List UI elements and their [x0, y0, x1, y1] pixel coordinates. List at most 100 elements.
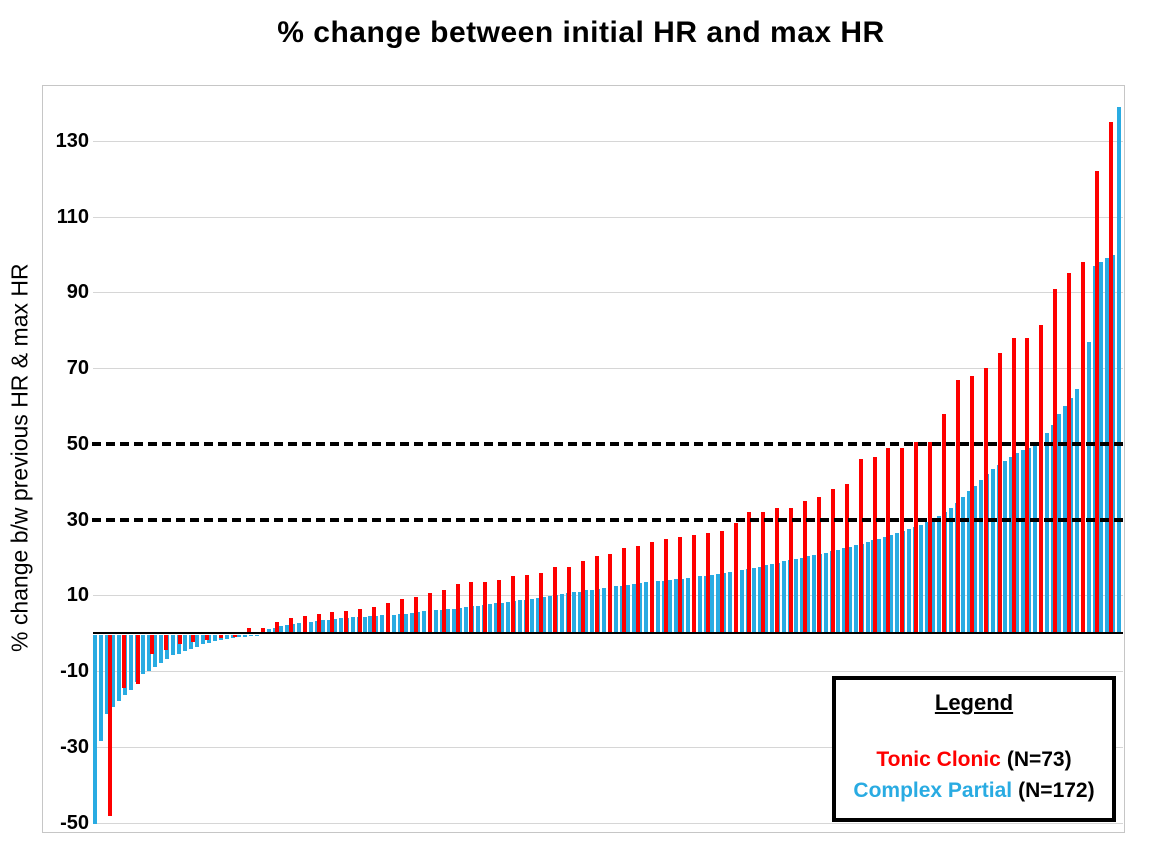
bar-complex-partial — [158, 634, 163, 664]
bar-tonic-clonic — [427, 593, 432, 634]
bar-complex-partial — [667, 580, 672, 634]
bar-tonic-clonic — [1067, 273, 1072, 634]
bar-complex-partial — [99, 634, 103, 741]
chart-title: % change between initial HR and max HR — [277, 16, 885, 49]
bar-complex-partial — [949, 508, 954, 634]
bar-complex-partial — [488, 604, 493, 634]
bar-complex-partial — [1116, 106, 1121, 634]
bar-tonic-clonic — [511, 576, 516, 634]
bar-tonic-clonic — [344, 610, 349, 634]
bar-tonic-clonic — [205, 634, 210, 641]
zero-axis-line — [93, 632, 1123, 635]
bar-complex-partial — [1057, 413, 1062, 634]
bar-complex-partial — [937, 515, 942, 634]
y-tick-label: 110 — [56, 205, 89, 228]
bar-complex-partial — [967, 491, 972, 634]
bar-tonic-clonic — [733, 523, 738, 634]
bar-complex-partial — [212, 634, 217, 642]
bar-tonic-clonic — [969, 375, 974, 634]
bar-tonic-clonic — [747, 512, 752, 634]
bar-tonic-clonic — [803, 500, 807, 634]
bar-complex-partial — [961, 496, 966, 634]
bar-tonic-clonic — [997, 353, 1002, 634]
bar-complex-partial — [572, 592, 576, 634]
bar-tonic-clonic — [1053, 288, 1058, 634]
bar-complex-partial — [117, 634, 121, 701]
bar-complex-partial — [823, 552, 828, 634]
bar-complex-partial — [434, 610, 439, 634]
bar-tonic-clonic — [163, 634, 168, 650]
gridline — [93, 671, 1123, 673]
bar-complex-partial — [661, 580, 666, 634]
bar-tonic-clonic — [413, 597, 418, 634]
bar-tonic-clonic — [455, 584, 460, 634]
bar-tonic-clonic — [705, 532, 710, 634]
bar-complex-partial — [422, 611, 427, 634]
bar-tonic-clonic — [247, 627, 251, 634]
bar-complex-partial — [320, 620, 325, 634]
bar-complex-partial — [739, 570, 744, 634]
bar-complex-partial — [925, 521, 930, 634]
bar-tonic-clonic — [149, 634, 154, 654]
bar-complex-partial — [853, 545, 858, 634]
bar-complex-partial — [715, 573, 720, 634]
bar-tonic-clonic — [650, 542, 655, 634]
bar-complex-partial — [105, 634, 109, 715]
bar-tonic-clonic — [622, 548, 627, 634]
bar-complex-partial — [188, 634, 193, 650]
bar-tonic-clonic — [386, 602, 390, 634]
bar-tonic-clonic — [372, 606, 377, 634]
bar-complex-partial — [518, 600, 523, 634]
bar-complex-partial — [506, 601, 511, 634]
bar-complex-partial — [308, 621, 313, 634]
legend-count-complex-partial: (N=172) — [1018, 779, 1095, 802]
bar-complex-partial — [140, 634, 145, 675]
bar-tonic-clonic — [177, 634, 182, 645]
bar-complex-partial — [799, 557, 804, 634]
bar-complex-partial — [350, 617, 355, 634]
bar-complex-partial — [769, 563, 774, 634]
bar-complex-partial — [1003, 460, 1008, 634]
bar-tonic-clonic — [330, 612, 335, 634]
bar-complex-partial — [685, 577, 690, 634]
bar-complex-partial — [272, 627, 277, 634]
bar-complex-partial — [362, 616, 367, 634]
y-tick-label: -10 — [60, 660, 89, 683]
plot-frame: 130 110 90 70 50 30 10 -10 -30 -50 Legend Tonic C… — [42, 85, 1126, 834]
bar-tonic-clonic — [900, 447, 905, 634]
bar-complex-partial — [464, 607, 469, 634]
bar-complex-partial — [404, 613, 409, 634]
bar-complex-partial — [392, 614, 397, 634]
bar-complex-partial — [847, 546, 852, 634]
bar-complex-partial — [542, 597, 547, 634]
bar-tonic-clonic — [1011, 337, 1016, 634]
bar-complex-partial — [170, 634, 175, 656]
bar-complex-partial — [236, 634, 241, 638]
bar-tonic-clonic — [914, 442, 919, 634]
gridline — [93, 368, 1123, 370]
legend-items: Tonic Clonic (N=73) Complex Partial (N=172… — [836, 744, 1112, 806]
bar-complex-partial — [194, 634, 199, 647]
bar-complex-partial — [242, 634, 247, 637]
bar-complex-partial — [625, 584, 630, 634]
bar-tonic-clonic — [928, 442, 933, 634]
threshold-dashed-line — [92, 517, 1126, 522]
bar-tonic-clonic — [1081, 262, 1085, 634]
bar-complex-partial — [805, 556, 810, 634]
legend-item-tonic-clonic: Tonic Clonic (N=73) — [836, 744, 1112, 775]
bar-tonic-clonic — [858, 459, 863, 634]
bar-tonic-clonic — [274, 621, 279, 634]
bar-tonic-clonic — [608, 553, 613, 634]
bar-tonic-clonic — [233, 634, 238, 637]
bar-tonic-clonic — [677, 536, 682, 634]
bar-complex-partial — [410, 612, 415, 634]
bar-complex-partial — [578, 591, 582, 634]
bar-complex-partial — [93, 634, 97, 824]
bar-complex-partial — [655, 581, 660, 634]
bar-tonic-clonic — [538, 572, 543, 634]
bar-complex-partial — [200, 634, 205, 645]
bar-complex-partial — [338, 618, 343, 634]
bar-tonic-clonic — [775, 508, 780, 634]
bar-complex-partial — [332, 618, 337, 634]
bar-complex-partial — [1033, 443, 1038, 634]
